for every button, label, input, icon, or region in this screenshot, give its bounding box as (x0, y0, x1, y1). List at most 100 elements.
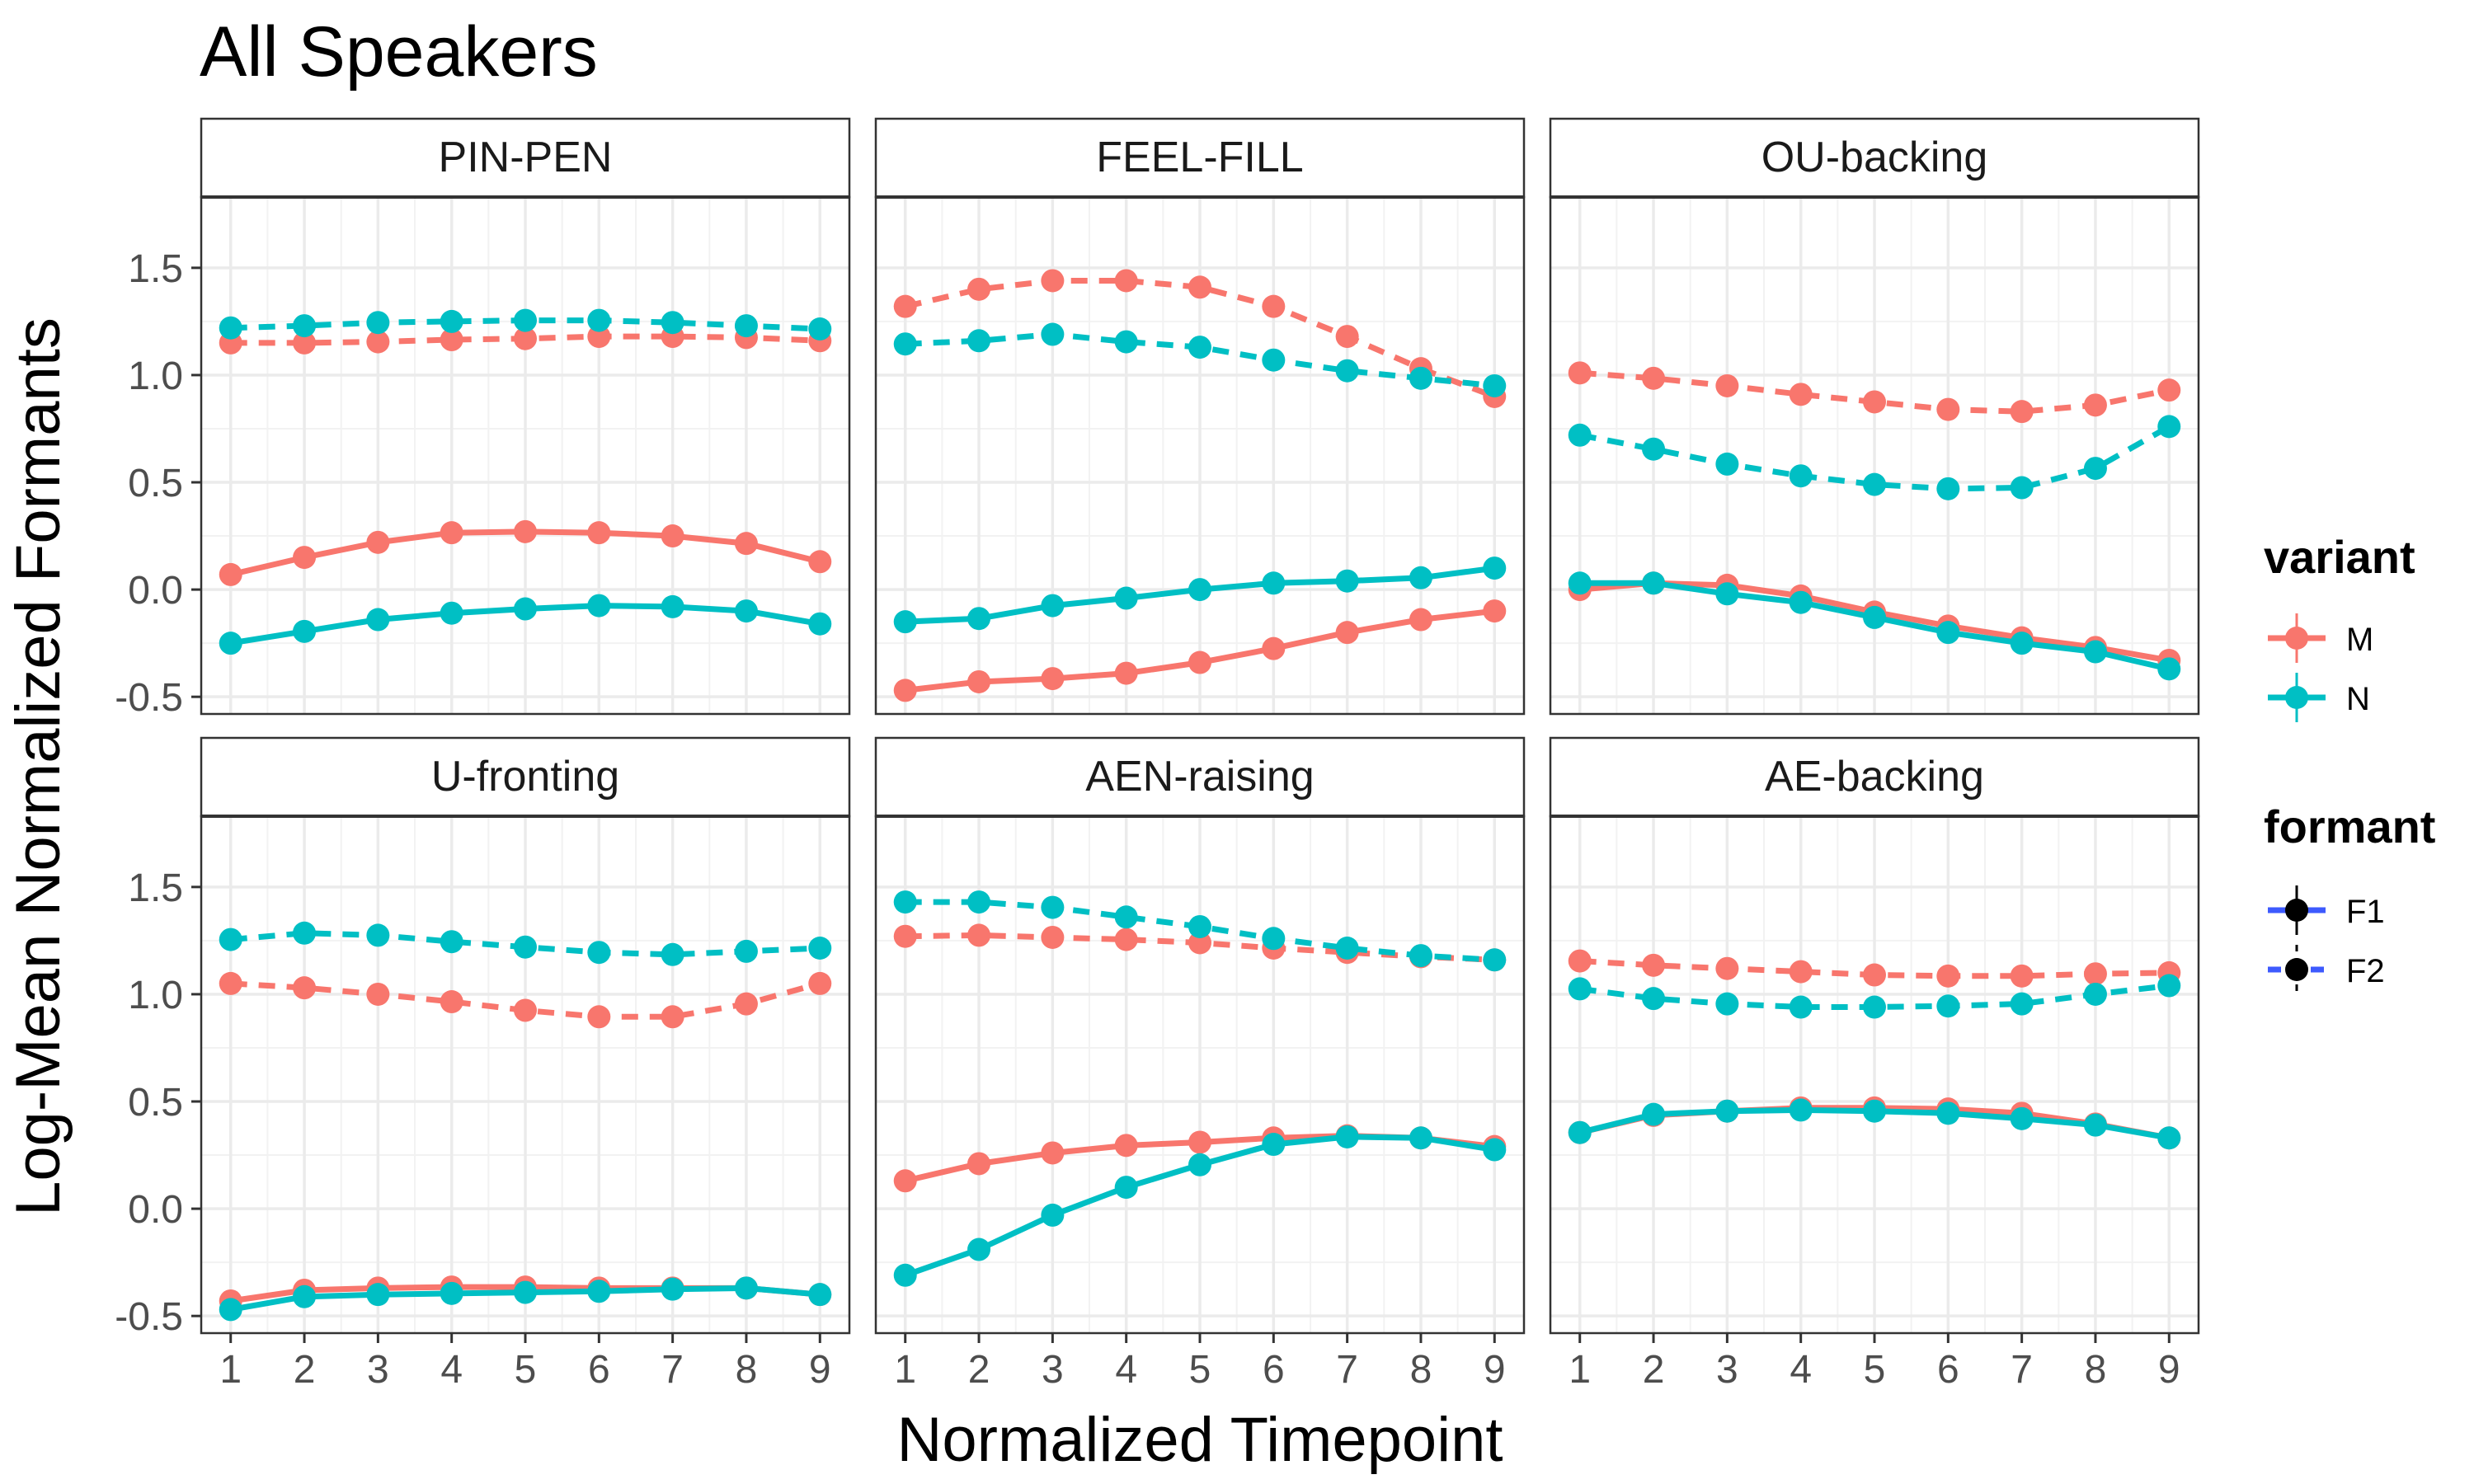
data-point (1188, 650, 1211, 674)
data-point (734, 314, 758, 338)
data-point (587, 1280, 611, 1303)
data-point (1335, 937, 1359, 960)
data-point (1863, 1099, 1886, 1123)
data-point (514, 308, 537, 332)
data-point (1789, 1098, 1813, 1122)
data-point (967, 1237, 991, 1261)
data-point (219, 928, 242, 951)
x-tick-label: 6 (1937, 1348, 1959, 1392)
data-point (1188, 1153, 1211, 1176)
data-point (2083, 982, 2107, 1006)
data-point (967, 329, 991, 353)
data-point (1114, 269, 1138, 293)
facet-strip-label: PIN-PEN (439, 134, 613, 181)
panel-aen-raising: AEN-raising 1 2 3 4 5 6 7 8 9 (874, 736, 1526, 1392)
facet-strip-label: FEEL-FILL (1096, 134, 1303, 181)
facet-strip (874, 736, 1526, 818)
legend-key-point (2285, 899, 2308, 922)
x-tick-label: 4 (440, 1348, 463, 1392)
data-point (967, 923, 991, 947)
legend-item-label: F1 (2346, 894, 2385, 930)
data-point (967, 890, 991, 914)
data-point (440, 990, 463, 1014)
facet-panels: PIN-PEN -0.5 0.0 0.5 1.0 1.5 FEEL-FILL OU-backi… (115, 117, 2200, 1392)
data-point (440, 601, 463, 625)
data-point (1114, 1134, 1138, 1158)
data-point (1262, 571, 1286, 595)
data-point (1936, 397, 1960, 421)
data-point (967, 277, 991, 301)
facet-strip (200, 117, 851, 199)
legend-item-f2: F2 (2268, 945, 2385, 994)
y-axis-label: Log-Mean Normalized Formants (3, 317, 73, 1216)
panel-ou-backing: OU-backing (1549, 117, 2200, 716)
data-point (440, 309, 463, 333)
data-point (1789, 590, 1813, 614)
y-tick-label: -0.5 (115, 676, 183, 720)
data-point (1936, 477, 1960, 500)
data-point (734, 939, 758, 963)
data-point (587, 594, 611, 618)
y-tick-label: 0.5 (128, 462, 183, 505)
data-point (1483, 599, 1507, 623)
y-tick-label: 1.5 (128, 866, 183, 910)
data-point (440, 1281, 463, 1305)
legend-item-n: N (2268, 673, 2370, 722)
data-point (1409, 1126, 1432, 1150)
data-point (366, 608, 390, 632)
x-tick-label: 6 (588, 1348, 610, 1392)
data-point (587, 521, 611, 545)
series-n-f1 (893, 556, 1507, 634)
data-point (1188, 1130, 1211, 1154)
x-tick-label: 4 (1790, 1348, 1812, 1392)
data-point (893, 679, 917, 702)
x-tick-label: 5 (1864, 1348, 1886, 1392)
data-point (1041, 1141, 1065, 1165)
legend-key-point (2285, 627, 2308, 650)
data-point (1262, 294, 1286, 318)
data-point (1114, 586, 1138, 610)
data-point (293, 921, 317, 945)
data-point (1789, 464, 1813, 488)
data-point (366, 923, 390, 947)
y-tick-label: 1.0 (128, 974, 183, 1017)
data-point (1188, 336, 1211, 359)
data-point (1335, 569, 1359, 593)
data-point (1335, 621, 1359, 645)
data-point (587, 325, 611, 349)
data-point (967, 669, 991, 693)
series-n-f2 (219, 308, 832, 341)
data-point (514, 597, 537, 621)
data-point (2010, 632, 2034, 655)
data-point (366, 1283, 390, 1307)
data-point (1188, 275, 1211, 299)
series-m-f1 (219, 519, 832, 586)
data-point (293, 619, 317, 643)
data-point (1568, 361, 1592, 385)
data-point (1715, 582, 1739, 606)
data-point (893, 332, 917, 356)
series-n-f1 (893, 1125, 1507, 1287)
data-point (808, 612, 832, 636)
data-point (1041, 1203, 1065, 1227)
x-tick-label: 3 (1042, 1348, 1064, 1392)
data-point (587, 941, 611, 965)
data-point (2010, 992, 2034, 1016)
data-point (587, 308, 611, 332)
data-point (293, 331, 317, 355)
data-point (1114, 661, 1138, 685)
x-tick-label: 9 (809, 1348, 831, 1392)
data-point (440, 328, 463, 352)
data-point (1568, 949, 1592, 973)
data-point (1114, 330, 1138, 354)
data-point (366, 530, 390, 554)
x-tick-label: 1 (1569, 1348, 1591, 1392)
data-point (1568, 977, 1592, 1001)
data-point (1715, 452, 1739, 476)
data-point (1642, 437, 1666, 461)
legend-title-variant: variant (2264, 531, 2415, 583)
data-point (734, 1276, 758, 1300)
x-tick-label: 7 (2011, 1348, 2033, 1392)
